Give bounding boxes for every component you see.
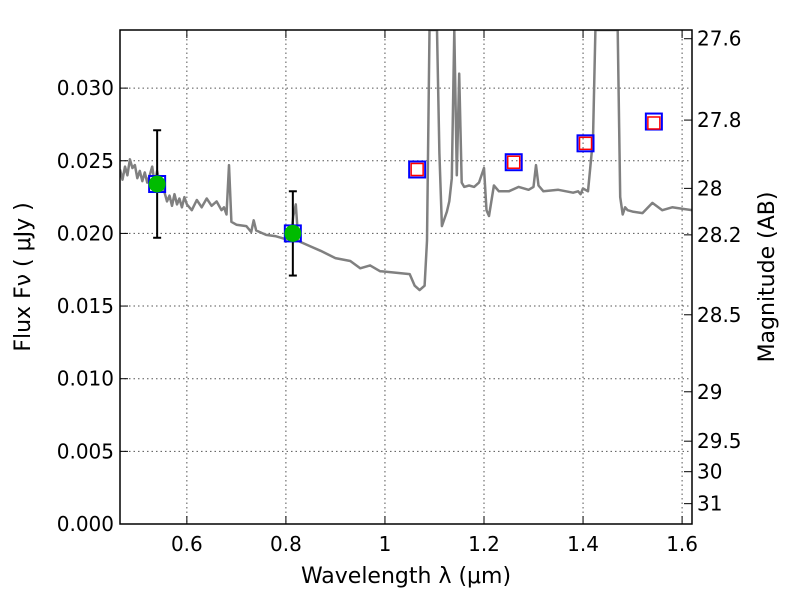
y-tick-label-left: 0.020	[57, 221, 114, 245]
y-tick-label-left: 0.025	[57, 149, 114, 173]
model-band-marker-red	[410, 162, 424, 177]
x-axis-label: Wavelength λ (μm)	[301, 564, 511, 589]
ticks: 0.6 0.8 1 1.2 1.4 1.6 0.000 0.005 0.010 0.015 0.02…	[57, 27, 742, 556]
y-tick-label-right: 28.5	[697, 303, 742, 327]
measured-flux-point	[148, 175, 166, 193]
model-spectrum-line	[120, 30, 692, 292]
y-tick-label-right: 28.2	[697, 223, 742, 247]
points-layer	[148, 112, 663, 277]
y-tick-label-left: 0.005	[57, 439, 114, 463]
model-band-marker-red	[647, 116, 661, 130]
y-tick-label-left: 0.030	[57, 76, 114, 100]
y-tick-label-left: 0.010	[57, 367, 114, 391]
y-tick-label-right: 27.8	[697, 108, 742, 132]
model-band-marker-blue	[408, 160, 427, 179]
model-band-marker-blue	[504, 153, 523, 172]
model-band-marker-red	[578, 136, 593, 151]
y-tick-label-right: 30	[697, 460, 722, 484]
y-tick-label-right: 29	[697, 380, 722, 404]
spectrum-layer	[120, 30, 692, 292]
x-tick-label: 1.2	[468, 532, 500, 556]
y-axis-label-right: Magnitude (AB)	[755, 192, 780, 363]
plot-frame	[119, 29, 693, 525]
measured-flux-point	[284, 224, 302, 242]
y-tick-label-right: 29.5	[697, 429, 742, 453]
y-tick-label-left: 0.000	[57, 512, 114, 536]
y-tick-label-right: 28	[697, 176, 722, 200]
model-band-marker-red	[506, 155, 521, 169]
x-tick-label: 1.6	[666, 532, 698, 556]
y-tick-label-right: 27.6	[697, 27, 742, 51]
x-tick-label: 1.4	[567, 532, 599, 556]
x-tick-label: 0.6	[171, 532, 203, 556]
y-axis-label-left: Flux Fν ( μJy )	[11, 202, 36, 351]
y-tick-label-right: 31	[697, 492, 722, 516]
x-tick-label: 1	[379, 532, 392, 556]
y-tick-label-left: 0.015	[57, 294, 114, 318]
x-tick-label: 0.8	[270, 532, 302, 556]
model-band-marker-blue	[576, 134, 595, 153]
